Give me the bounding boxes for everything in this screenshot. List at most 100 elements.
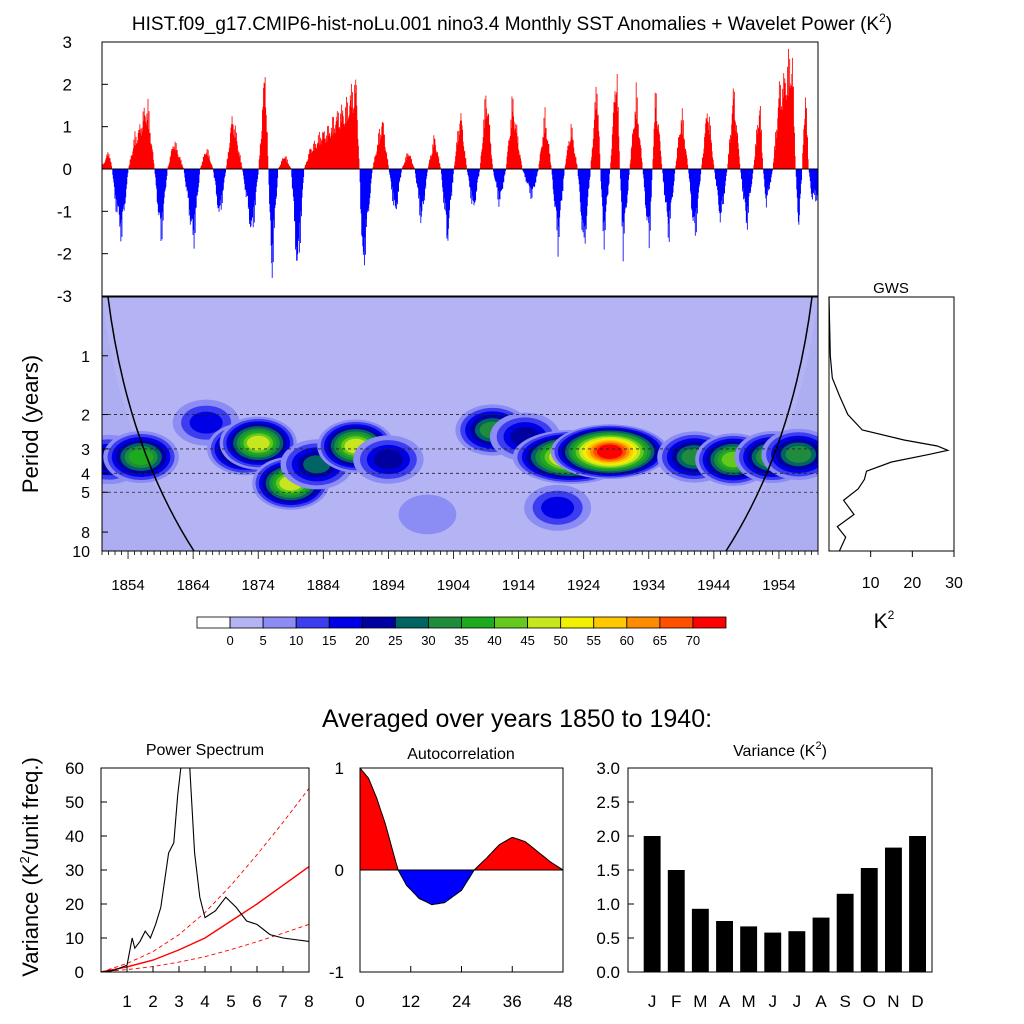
wavelet-ytick-label: 10: [72, 544, 90, 561]
gws-title: GWS: [873, 280, 909, 297]
wavelet-ytick-label: 2: [81, 408, 90, 425]
variance-month-label: M: [742, 992, 756, 1011]
ps-ytick-label: 40: [65, 827, 84, 846]
gws-axes-frame: [828, 296, 955, 552]
variance-month-label: N: [887, 992, 899, 1011]
variance-month-label: J: [793, 992, 802, 1011]
autocorrelation-panel: 0 12 24 36 48 1 0 -1 Autocorrelation: [329, 746, 573, 1011]
variance-bar: [909, 836, 926, 972]
colorbar-swatch: [229, 616, 264, 629]
variance-bar: [764, 932, 782, 972]
sst-ytick-label: 3: [63, 33, 72, 52]
wavelet-xtick-label: 1864: [176, 577, 209, 594]
colorbar-label: 30: [421, 633, 435, 648]
colorbar-swatch: [262, 616, 297, 629]
ac-ytick-label: -1: [329, 963, 344, 982]
ps-xtick-label: 3: [174, 992, 183, 1011]
colorbar-swatch: [560, 616, 595, 629]
wavelet-power-blob: [103, 430, 179, 483]
variance-ytick-label: 1.0: [596, 895, 620, 914]
cone-of-influence-left: [107, 296, 195, 552]
colorbar-swatch: [328, 616, 363, 629]
sst-ytick-label: 2: [63, 75, 72, 94]
variance-ytick-label: 2.5: [596, 793, 620, 812]
colorbar-label: 20: [355, 633, 369, 648]
ps-xtick-label: 6: [252, 992, 261, 1011]
gws-xtick-label: 30: [945, 575, 963, 592]
colorbar-label: 55: [587, 633, 601, 648]
power-contour: [246, 435, 270, 451]
cone-of-influence-right-shade: [726, 297, 818, 551]
wavelet-power-blob: [398, 494, 457, 535]
variance-title: Variance (K2): [733, 740, 827, 760]
gws-panel: GWS 10 20 30 K2: [828, 280, 963, 633]
power-contour: [785, 445, 812, 463]
variance-month-label: A: [719, 992, 731, 1011]
power-contour: [596, 444, 623, 459]
sst-ytick-label: 1: [63, 118, 72, 137]
colorbar-swatch: [361, 616, 396, 629]
power-spectrum-plot: [101, 768, 309, 972]
ps-ytick-label: 10: [65, 929, 84, 948]
wavelet-ytick-label: 3: [81, 442, 90, 459]
colorbar-swatch: [494, 616, 529, 629]
wavelet-xtick-label: 1944: [697, 577, 730, 594]
colorbar-swatch: [527, 616, 562, 629]
colorbar-label: 40: [487, 633, 501, 648]
ps-ytick-label: 0: [75, 963, 84, 982]
variance-month-label: F: [671, 992, 681, 1011]
wavelet-xtick-label: 1894: [372, 577, 405, 594]
wavelet-power-blob: [524, 484, 592, 531]
negative-autocorrelation-area: [360, 870, 563, 905]
cone-of-influence-left-shade: [102, 297, 194, 551]
variance-month-label: M: [693, 992, 707, 1011]
colorbar-label: 0: [226, 633, 233, 648]
colorbar-swatch: [461, 616, 495, 629]
variance-bar: [788, 931, 806, 972]
variance-panel: J F M A M J J A S O N D0.00.51.01.52.02.53.0Varianc…: [596, 740, 933, 1011]
ac-ytick-label: 0: [335, 861, 344, 880]
sst-anomaly-panel: 3 2 1 0 -1 -2 -3: [57, 33, 819, 306]
wavelet-xtick-label: 1854: [111, 577, 144, 594]
wavelet-ytick-label: 8: [81, 525, 90, 542]
variance-month-label: S: [839, 992, 850, 1011]
variance-month-label: A: [815, 992, 827, 1011]
colorbar-swatch: [659, 616, 694, 629]
colorbar-swatch: [295, 616, 330, 629]
autocorrelation-line: [359, 767, 564, 906]
variance-bar: [643, 836, 661, 972]
colorbar-swatch: [626, 616, 661, 629]
wavelet-ytick-label: 5: [81, 485, 90, 502]
colorbar-label: 45: [520, 633, 534, 648]
wavelet-xtick-label: 1934: [632, 577, 665, 594]
ac-xtick-label: 48: [554, 992, 573, 1011]
ps-xtick-label: 7: [278, 992, 287, 1011]
wavelet-xtick-label: 1914: [502, 577, 535, 594]
variance-month-label: J: [648, 992, 657, 1011]
colorbar-swatch: [593, 616, 628, 629]
wavelet-power-blob: [353, 435, 424, 484]
variance-bar: [836, 893, 854, 972]
variance-month-label: D: [911, 992, 923, 1011]
wavelet-power-blob: [550, 424, 669, 480]
power-contour: [189, 411, 223, 434]
wavelet-ytick-label: 4: [81, 466, 90, 483]
wavelet-ytick-label: 1: [81, 349, 90, 366]
spectrum-line: [101, 768, 309, 972]
ps-ytick-label: 30: [65, 861, 84, 880]
period-axis-label: Period (years): [18, 355, 43, 493]
variance-bar: [740, 926, 758, 972]
wavelet-power-panel: 1 2 3 4 5 8 10 1854 1864 1874 1884 1894 1904 1914 1924…: [18, 296, 819, 594]
gws-xtick-label: 10: [862, 575, 880, 592]
ps-axes-frame: [100, 767, 310, 973]
power-contour: [398, 494, 457, 535]
wavelet-power-blob: [761, 428, 818, 480]
ac-xtick-label: 24: [452, 992, 471, 1011]
wavelet-xtick-label: 1924: [567, 577, 600, 594]
sst-ytick-label: -2: [57, 245, 72, 264]
variance-ytick-label: 0.5: [596, 929, 620, 948]
figure-title: HIST.f09_g17.CMIP6-hist-noLu.001 nino3.4…: [132, 11, 892, 35]
variance-ytick-label: 2.0: [596, 827, 620, 846]
negative-anomaly-bars: [112, 169, 819, 278]
colorbar-label: 60: [620, 633, 634, 648]
